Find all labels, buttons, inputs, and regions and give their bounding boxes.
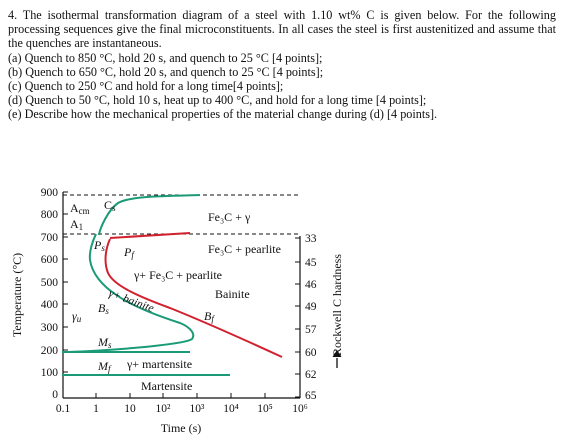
problem-stem: 4. The isothermal transformation diagram… — [8, 8, 556, 51]
y-tick-500: 500 — [41, 277, 59, 289]
gamma-fe3c-pearlite-label: γ+ Fe₃C + pearlite — [133, 268, 222, 282]
question-b: (b) Quench to 650 °C, hold 20 s, and que… — [8, 64, 324, 79]
cs-label: Cs — [104, 198, 116, 213]
hardness-tick-60: 60 — [305, 347, 317, 359]
x-tick-1: 1 — [93, 403, 99, 415]
ttt-diagram: 900 800 700 600 500 400 300 200 100 0 Te… — [10, 187, 344, 435]
x-tick-1000: 10³ — [190, 403, 206, 415]
question-e: (e) Describe how the mechanical properti… — [8, 107, 438, 122]
problem-statement: 4. The isothermal transformation diagram… — [8, 8, 556, 122]
y-tick-0: 0 — [52, 389, 58, 401]
martensite-label: Martensite — [141, 379, 192, 393]
hardness-tick-marks — [295, 237, 300, 398]
x-tick-10: 10 — [124, 403, 136, 415]
x-tick-marks — [62, 393, 301, 398]
y-tick-200: 200 — [41, 345, 59, 357]
hardness-tick-62: 62 — [305, 369, 317, 381]
hardness-axis-title-group: Rockwell C hardness — [330, 254, 344, 356]
fe3c-pearlite-label: Fe₃C + pearlite — [208, 242, 281, 256]
y-tick-900: 900 — [41, 187, 59, 199]
transformation-finish-curve — [104, 238, 283, 358]
mf-label: Mf — [97, 359, 112, 374]
x-tick-100: 10² — [156, 403, 172, 415]
a1-label: A1 — [70, 217, 83, 232]
bainite-label: Bainite — [215, 287, 250, 301]
gamma-u-label: γu — [72, 309, 82, 324]
hardness-tick-46: 46 — [305, 279, 317, 291]
ms-label: Ms — [97, 335, 112, 350]
hardness-tick-49: 49 — [305, 301, 317, 313]
y-tick-labels: 900 800 700 600 500 400 300 200 100 0 — [41, 187, 59, 401]
x-axis-title: Time (s) — [161, 421, 202, 435]
hardness-arrow-icon — [332, 350, 342, 368]
x-tick-0-1: 0.1 — [56, 403, 71, 415]
y-tick-800: 800 — [41, 209, 59, 221]
hardness-axis-title: Rockwell C hardness — [330, 254, 344, 356]
x-tick-1e5: 10⁵ — [257, 403, 273, 415]
bf-label: Bf — [204, 309, 215, 324]
bs-label: Bs — [98, 301, 109, 316]
hardness-tick-65: 65 — [305, 390, 317, 402]
gamma-martensite-label: γ+ martensite — [126, 357, 192, 371]
question-d: (d) Quench to 50 °C, hold 10 s, heat up … — [8, 93, 427, 108]
hardness-tick-33: 33 — [305, 233, 317, 245]
question-a: (a) Quench to 850 °C, hold 20 s, and que… — [8, 50, 323, 65]
transformation-start-curve — [67, 233, 195, 353]
x-tick-labels: 0.1 1 10 10² 10³ 10⁴ 10⁵ 10⁶ — [56, 403, 308, 415]
hardness-tick-45: 45 — [305, 257, 317, 269]
y-tick-600: 600 — [41, 254, 59, 266]
hardness-tick-labels: 33 45 46 49 57 60 62 65 — [305, 233, 317, 402]
y-tick-700: 700 — [41, 232, 59, 244]
hardness-tick-57: 57 — [305, 324, 317, 336]
y-tick-400: 400 — [41, 299, 59, 311]
acm-label: Acm — [70, 201, 90, 216]
x-tick-1e4: 10⁴ — [223, 403, 239, 415]
y-tick-300: 300 — [41, 322, 59, 334]
ps-label: Ps — [93, 238, 105, 253]
cementite-start-curve — [98, 194, 201, 236]
y-tick-marks — [63, 191, 68, 373]
x-tick-1e6: 10⁶ — [292, 403, 308, 415]
question-c: (c) Quench to 250 °C and hold for a long… — [8, 79, 284, 94]
y-axis-title: Temperature (°C) — [10, 253, 24, 337]
y-tick-100: 100 — [41, 367, 59, 379]
fe3c-gamma-label: Fe₃C + γ — [208, 210, 251, 224]
pf-label: Pf — [123, 245, 135, 260]
pearlite-finish-top-curve — [109, 232, 191, 239]
